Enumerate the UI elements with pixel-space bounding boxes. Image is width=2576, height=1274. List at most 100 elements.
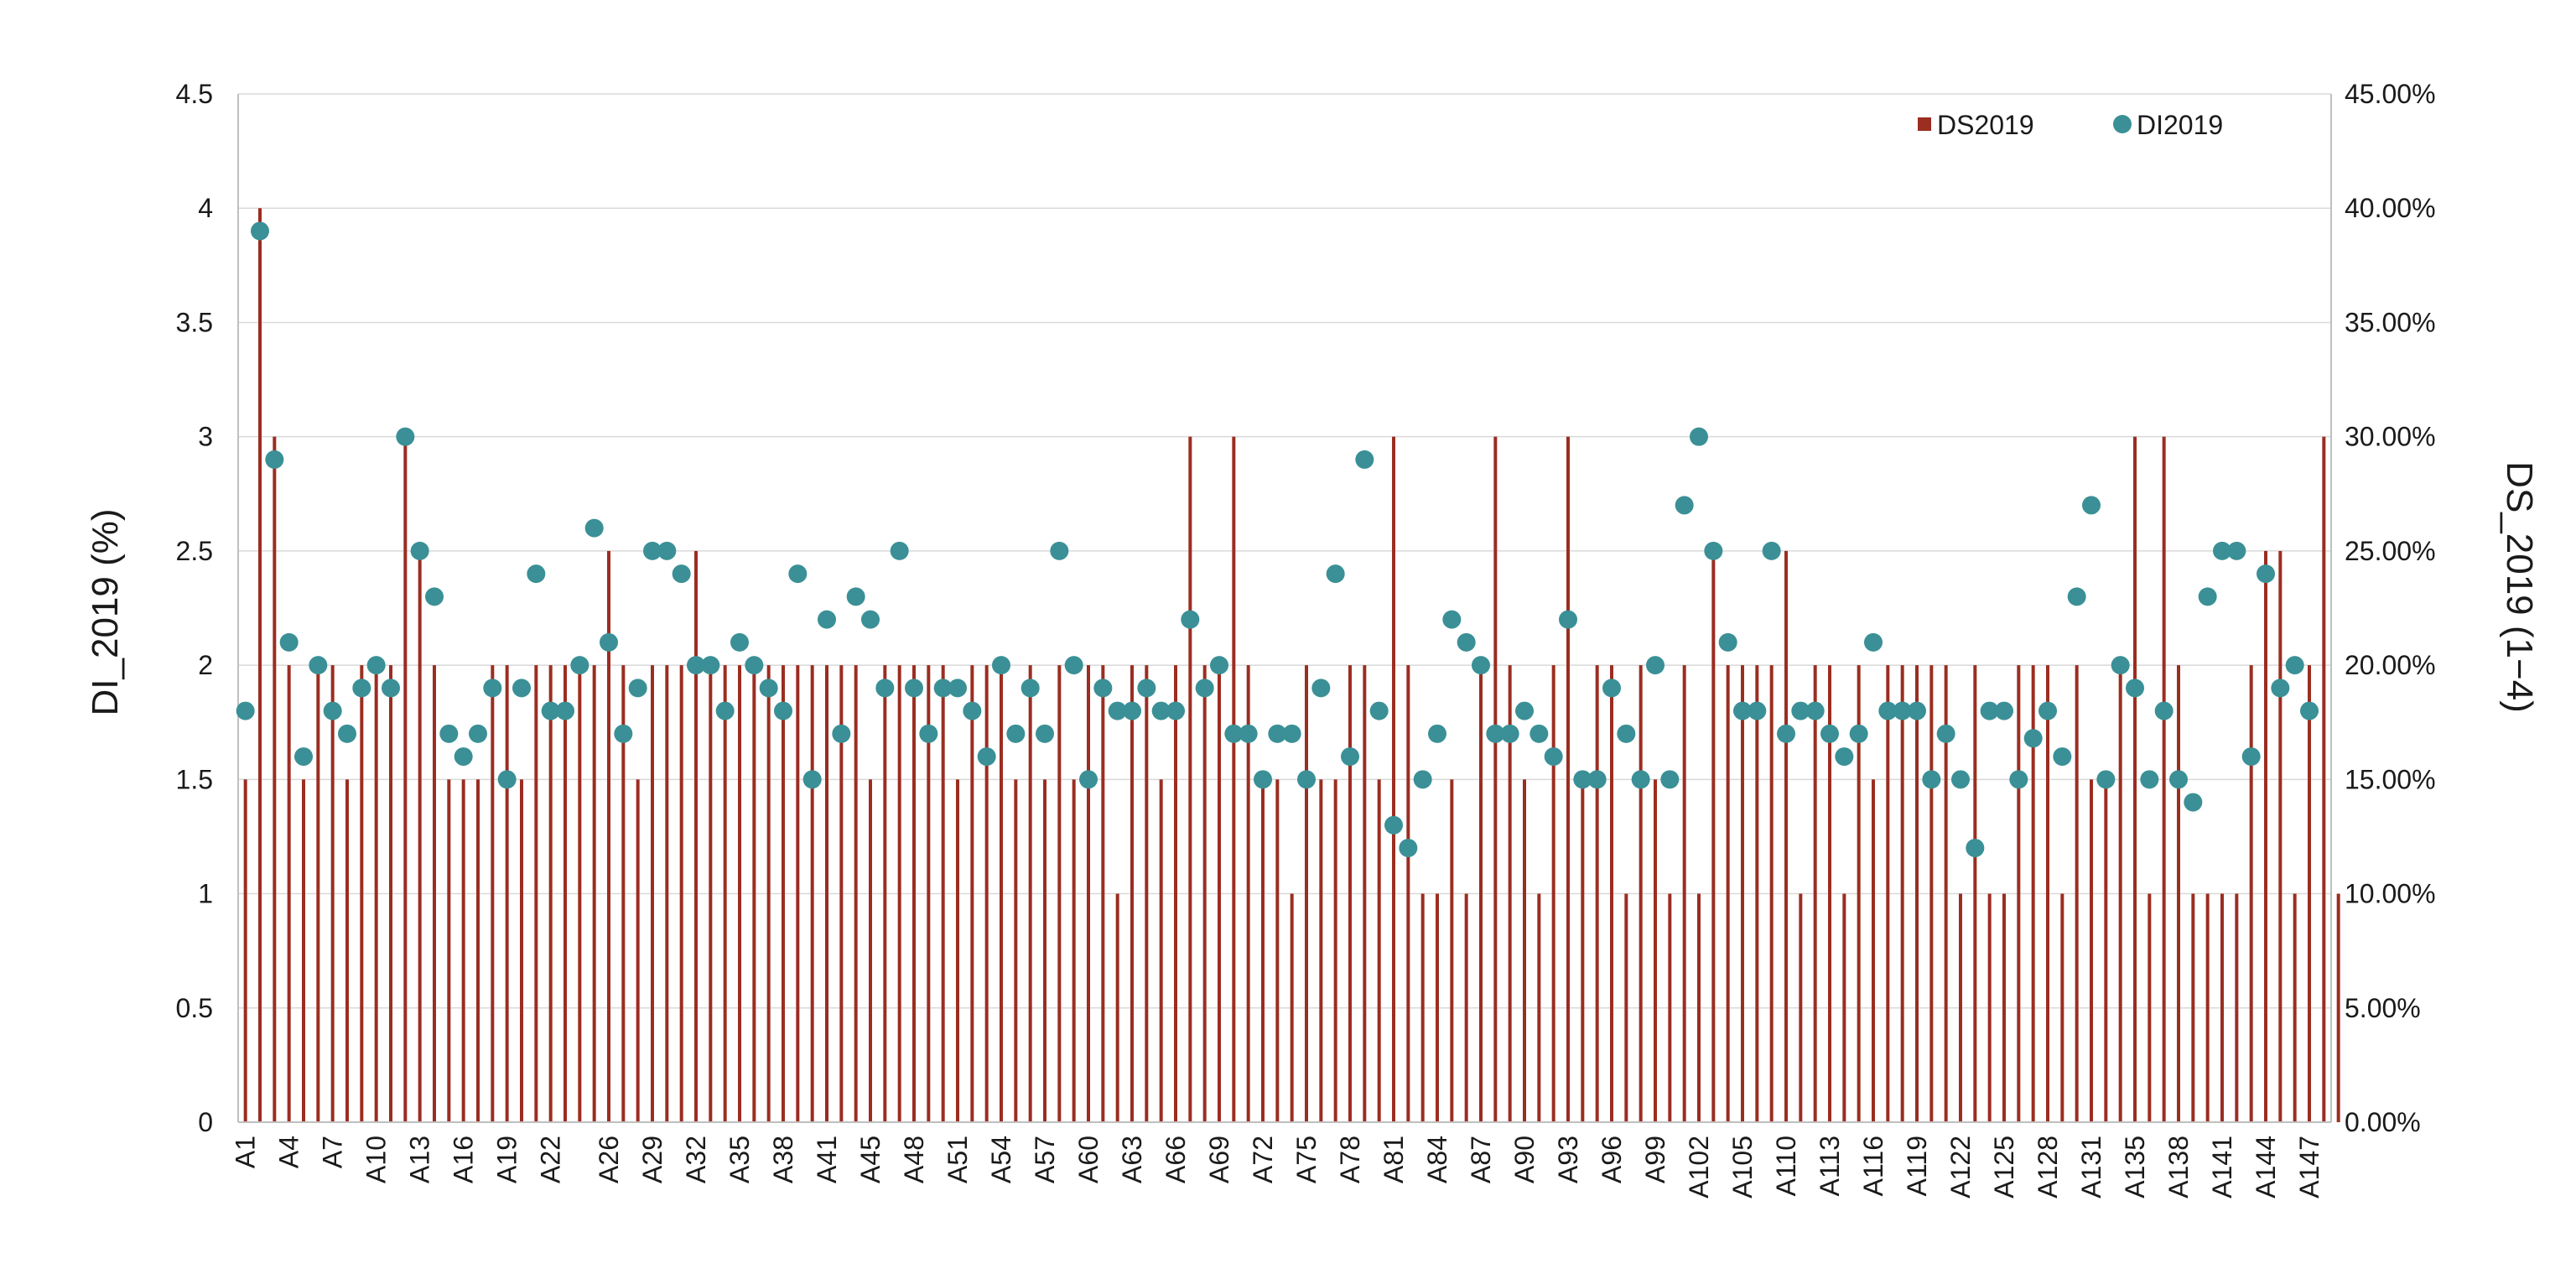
bar-ds2019-a92 (1551, 665, 1555, 1122)
bar-ds2019-a129 (2060, 893, 2064, 1122)
dot-di2019-a78 (1341, 747, 1359, 767)
x-tick-label-a81: A81 (1379, 1136, 1409, 1183)
x-tick-label-a16: A16 (449, 1136, 479, 1183)
bar-ds2019-a112 (1813, 665, 1817, 1122)
dot-di2019-a6 (309, 656, 328, 675)
bar-ds2019-a19 (505, 665, 509, 1122)
dot-di2019-a20 (512, 679, 531, 698)
bar-ds2019-a90 (1523, 779, 1526, 1122)
bar-ds2019-a96 (1610, 665, 1613, 1122)
dot-di2019-a117 (1878, 701, 1898, 720)
right-tick-label: 20.00% (2345, 650, 2436, 680)
bar-ds2019-a86 (1464, 893, 1468, 1122)
dot-di2019-a137 (2154, 701, 2174, 720)
bar-ds2019-a128 (2046, 665, 2049, 1122)
bar-ds2019-a49 (927, 665, 931, 1122)
x-tick-label-a113: A113 (1815, 1136, 1845, 1196)
x-tick-label-a116: A116 (1858, 1136, 1888, 1196)
dot-di2019-a18 (483, 679, 502, 698)
bar-ds2019-a126 (2017, 665, 2021, 1122)
dot-di2019-a124 (1980, 701, 1999, 720)
bar-ds2019-a110 (1784, 550, 1788, 1122)
dot-di2019-a47 (890, 541, 909, 560)
dot-di2019-a69 (1210, 656, 1228, 675)
dot-di2019-a27 (614, 724, 633, 743)
bar-ds2019-a72 (1261, 779, 1265, 1122)
bar-ds2019-a123 (1973, 665, 1977, 1122)
x-tick-label-a128: A128 (2033, 1136, 2063, 1199)
bar-ds2019-a24 (578, 665, 582, 1122)
bar-ds2019-a15 (447, 779, 451, 1122)
dot-di2019-a90 (1515, 701, 1534, 720)
dot-di2019-a135 (2126, 679, 2144, 698)
dot-di2019-a71 (1239, 724, 1258, 743)
dot-di2019-a56 (1021, 679, 1040, 698)
dot-di2019-a128 (2038, 701, 2057, 720)
right-tick-label: 35.00% (2345, 307, 2436, 337)
bar-ds2019-a144 (2264, 550, 2267, 1122)
dot-di2019-a24 (570, 656, 589, 675)
bar-ds2019-a20 (520, 779, 523, 1122)
x-tick-label-a138: A138 (2163, 1136, 2194, 1199)
dot-di2019-a85 (1442, 610, 1462, 629)
dot-di2019-a123 (1966, 839, 1985, 858)
x-tick-label-a1: A1 (231, 1136, 261, 1168)
dot-di2019-a86 (1457, 632, 1476, 652)
dot-di2019-a38 (774, 701, 792, 720)
bar-ds2019-a141 (2220, 893, 2224, 1122)
dot-di2019-a36 (745, 656, 764, 675)
bar-ds2019-a70 (1232, 436, 1236, 1122)
bar-ds2019-a100 (1668, 893, 1672, 1122)
bar-ds2019-a106 (1755, 665, 1759, 1122)
bar-ds2019-a130 (2075, 665, 2079, 1122)
dot-di2019-a60 (1079, 770, 1098, 789)
x-tick-label-a32: A32 (681, 1136, 711, 1183)
bar-ds2019-a8 (345, 779, 349, 1122)
dot-di2019-a146 (2285, 656, 2304, 675)
dot-di2019-a75 (1297, 770, 1316, 789)
bar-ds2019-a73 (1275, 779, 1280, 1122)
bar-ds2019-a105 (1741, 665, 1744, 1122)
dot-di2019-a14 (425, 587, 444, 606)
bar-ds2019-a38 (782, 665, 785, 1122)
bar-ds2019-a62 (1115, 893, 1119, 1122)
dot-di2019-a94 (1573, 770, 1592, 789)
dot-di2019-a81 (1384, 815, 1403, 835)
bar-ds2019-a122 (1959, 893, 1962, 1122)
dot-di2019-a107 (1762, 541, 1781, 560)
bar-ds2019-a121 (1944, 665, 1948, 1122)
right-tick-label: 5.00% (2345, 993, 2421, 1023)
dot-di2019-a37 (759, 679, 778, 698)
bar-ds2019-a2 (258, 208, 262, 1123)
bar-ds2019-a97 (1624, 893, 1628, 1122)
bar-ds2019-a120 (1929, 665, 1934, 1122)
bar-ds2019-a33 (709, 665, 713, 1122)
bar-ds2019-a146 (2293, 893, 2297, 1122)
x-tick-label-a19: A19 (492, 1136, 522, 1183)
bar-ds2019-a87 (1479, 665, 1483, 1122)
dot-di2019-a9 (352, 679, 371, 698)
bar-ds2019-a69 (1218, 665, 1221, 1122)
bar-ds2019-a116 (1872, 779, 1875, 1122)
x-tick-label-a51: A51 (943, 1136, 973, 1183)
bar-ds2019-a26 (607, 550, 610, 1122)
bar-ds2019-a60 (1087, 665, 1090, 1122)
dot-di2019-a43 (846, 587, 865, 606)
x-tick-label-a93: A93 (1553, 1136, 1583, 1183)
dot-di2019-a102 (1690, 427, 1708, 446)
bar-ds2019-a107 (1769, 665, 1774, 1122)
bar-ds2019-a36 (752, 665, 756, 1122)
left-tick-label: 1 (198, 879, 213, 909)
dot-di2019-a21 (527, 564, 546, 584)
dot-di2019-a101 (1675, 496, 1694, 515)
dot-di2019-a130 (2067, 587, 2086, 606)
right-tick-label: 10.00% (2345, 879, 2436, 909)
bar-ds2019-a35 (738, 665, 741, 1122)
dot-di2019-a22 (541, 701, 560, 720)
bar-ds2019-a95 (1595, 665, 1599, 1122)
dot-di2019-a115 (1849, 724, 1868, 743)
dot-di2019-a89 (1500, 724, 1519, 743)
bar-ds2019-a11 (389, 665, 392, 1122)
dot-di2019-a143 (2241, 747, 2261, 767)
